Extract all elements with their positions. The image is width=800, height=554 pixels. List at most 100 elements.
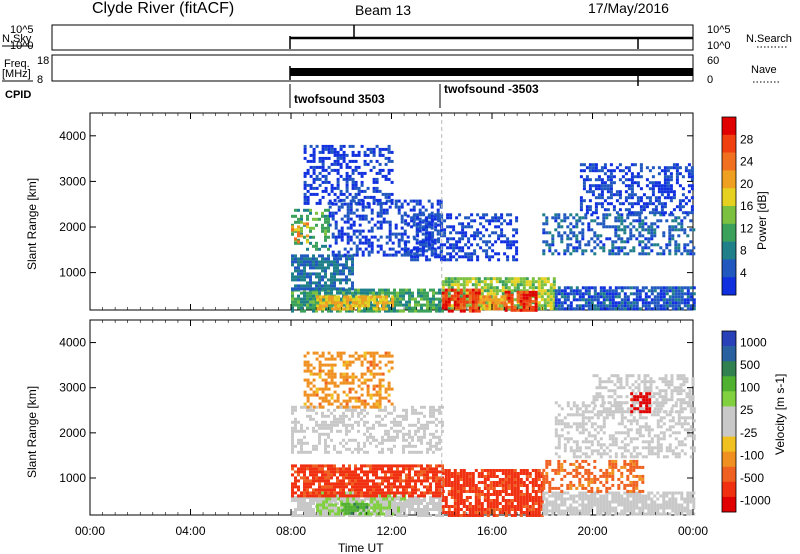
heatmap-cell <box>355 208 359 212</box>
heatmap-cell <box>426 294 429 298</box>
heatmap-cell <box>545 219 549 223</box>
heatmap-cell <box>351 144 355 148</box>
heatmap-cell <box>417 502 420 505</box>
heatmap-cell <box>456 481 460 484</box>
heatmap-cell <box>309 192 313 196</box>
heatmap-cell <box>294 408 297 412</box>
heatmap-cell <box>396 491 399 495</box>
heatmap-cell <box>333 269 336 273</box>
heatmap-cell <box>491 249 495 253</box>
heatmap-cell <box>681 199 685 203</box>
heatmap-cell <box>355 244 359 248</box>
heatmap-cell <box>449 255 453 259</box>
heatmap-cell <box>426 309 429 313</box>
heatmap-cell <box>435 508 438 511</box>
heatmap-cell <box>417 508 420 511</box>
heatmap-cell <box>525 299 529 303</box>
heatmap-cell <box>369 491 372 495</box>
heatmap-cell <box>459 472 463 475</box>
heatmap-cell <box>319 307 323 311</box>
heatmap-cell <box>375 494 378 498</box>
heatmap-cell <box>420 473 423 477</box>
heatmap-cell <box>468 478 472 481</box>
heatmap-cell <box>506 237 510 241</box>
heatmap-cell <box>596 304 600 308</box>
heatmap-cell <box>327 223 330 227</box>
heatmap-cell <box>300 278 303 282</box>
heatmap-cell <box>540 295 544 299</box>
heatmap-cell <box>370 500 374 504</box>
heatmap-cell <box>578 494 582 498</box>
noise-right-tick-bottom: 10^0 <box>707 40 731 52</box>
heatmap-cell <box>510 292 514 296</box>
heatmap-cell <box>618 178 622 182</box>
heatmap-cell <box>486 283 490 287</box>
heatmap-cell <box>330 464 333 468</box>
heatmap-cell <box>351 153 355 157</box>
heatmap-cell <box>507 289 511 293</box>
heatmap-cell <box>328 214 332 218</box>
heatmap-cell <box>566 307 570 311</box>
heatmap-cell <box>375 309 378 313</box>
heatmap-cell <box>593 252 597 256</box>
heatmap-cell <box>291 408 294 412</box>
heatmap-cell <box>611 491 615 495</box>
heatmap-cell <box>390 180 394 184</box>
heatmap-cell <box>375 171 379 175</box>
heatmap-cell <box>444 306 448 310</box>
heatmap-cell <box>312 488 315 492</box>
heatmap-cell <box>351 168 355 172</box>
heatmap-cell <box>563 298 567 302</box>
heatmap-cell <box>361 241 365 245</box>
heatmap-cell <box>408 470 411 474</box>
heatmap-cell <box>617 234 621 238</box>
heatmap-cell <box>294 220 297 224</box>
heatmap-cell <box>668 228 672 232</box>
heatmap-cell <box>600 178 604 182</box>
heatmap-cell <box>337 509 341 513</box>
heatmap-cell <box>464 243 468 247</box>
heatmap-cell <box>387 514 390 517</box>
heatmap-cell <box>683 243 687 247</box>
heatmap-cell <box>393 491 396 495</box>
heatmap-cell <box>584 286 588 290</box>
heatmap-cell <box>648 202 652 206</box>
heatmap-cell <box>671 497 675 501</box>
heatmap-cell <box>382 250 386 254</box>
heatmap-cell <box>339 309 342 313</box>
heatmap-cell <box>656 286 660 290</box>
heatmap-cell <box>339 153 343 157</box>
heatmap-cell <box>358 241 362 245</box>
heatmap-cell <box>609 190 613 194</box>
heatmap-cell <box>385 512 389 516</box>
heatmap-cell <box>623 225 627 229</box>
heatmap-cell <box>300 303 303 307</box>
heatmap-cell <box>522 511 526 514</box>
heatmap-cell <box>297 240 300 244</box>
heatmap-cell <box>633 202 637 206</box>
heatmap-cell <box>519 481 523 484</box>
heatmap-cell <box>328 295 332 299</box>
heatmap-cell <box>357 479 360 483</box>
heatmap-cell <box>393 502 396 505</box>
heatmap-cell <box>546 280 550 284</box>
heatmap-cell <box>306 408 309 412</box>
heatmap-cell <box>436 211 440 215</box>
heatmap-cell <box>414 464 417 468</box>
heatmap-cell <box>662 503 666 507</box>
heatmap-cell <box>300 426 303 430</box>
heatmap-cell <box>462 499 466 502</box>
heatmap-cell <box>461 234 465 238</box>
heatmap-cell <box>588 166 592 170</box>
heatmap-cell <box>376 250 380 254</box>
heatmap-cell <box>587 286 591 290</box>
heatmap-cell <box>324 426 327 430</box>
heatmap-cell <box>450 309 454 313</box>
heatmap-cell <box>387 482 390 486</box>
heatmap-cell <box>351 309 354 313</box>
heatmap-cell <box>627 166 631 170</box>
heatmap-cell <box>303 511 306 514</box>
heatmap-cell <box>294 300 297 304</box>
heatmap-cell <box>507 475 511 478</box>
heatmap-cell <box>494 216 498 220</box>
